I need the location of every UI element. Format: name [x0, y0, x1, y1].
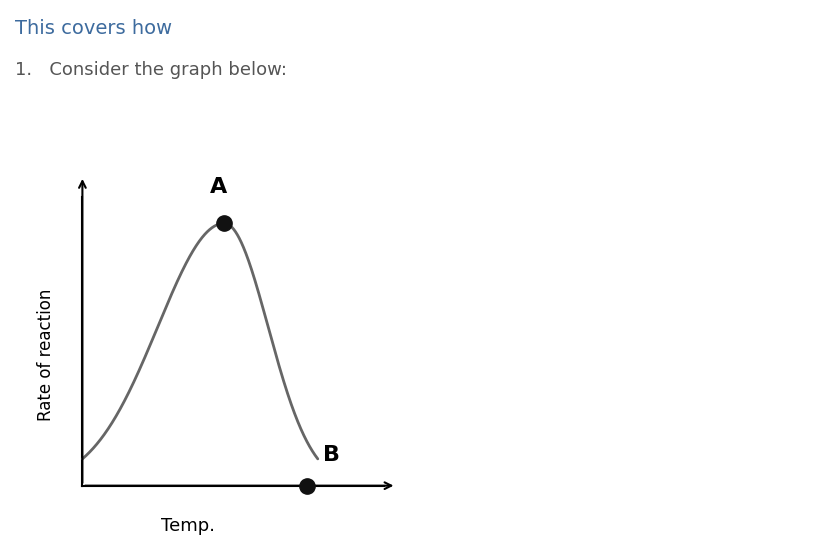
Text: 1.   Consider the graph below:: 1. Consider the graph below: — [15, 61, 287, 79]
Text: B: B — [323, 445, 340, 464]
Text: This covers how: This covers how — [15, 19, 178, 38]
Text: Rate of reaction: Rate of reaction — [37, 288, 55, 420]
Text: Temp.: Temp. — [161, 517, 215, 535]
Text: A: A — [209, 177, 227, 197]
